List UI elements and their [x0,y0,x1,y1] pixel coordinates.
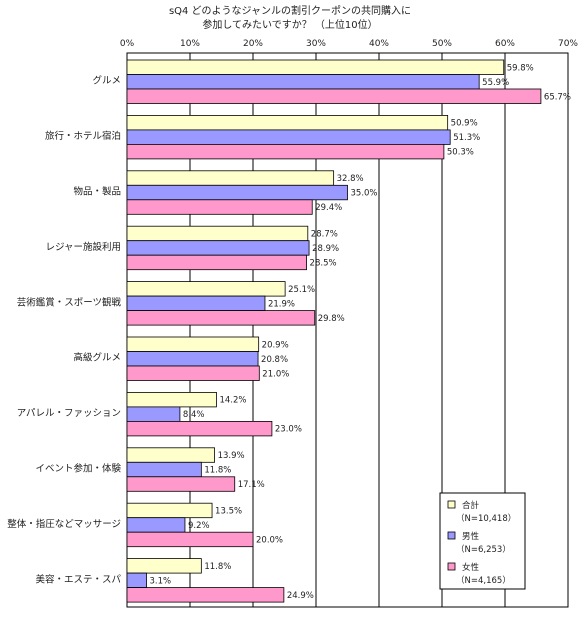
data-label: 55.9% [482,78,509,88]
data-label: 20.0% [256,535,283,545]
bar-male [126,351,259,367]
bar-total [126,558,202,574]
bar-female [126,420,273,437]
x-tick-label: 70% [558,39,578,49]
bar-male [126,184,348,201]
category-label: 物品・製品 [73,186,121,198]
data-label: 51.3% [453,133,480,143]
bar-female [126,199,313,215]
x-tick-label: 40% [369,39,389,49]
legend-swatch [447,562,456,571]
bar-total [126,225,309,242]
legend-series-sample: （N=10,418） [456,513,516,524]
data-label: 3.1% [150,576,172,586]
category-label: アパレル・ファッション [17,408,121,419]
data-label: 35.0% [351,189,378,199]
data-label: 13.5% [215,506,242,516]
data-label: 8.4% [183,410,205,420]
category-label: 旅行・ホテル宿泊 [45,130,121,142]
data-label: 24.9% [287,591,314,601]
data-label: 20.9% [262,340,289,350]
bar-male [126,517,186,533]
bar-total [126,502,213,519]
bar-total [126,170,335,186]
x-tick-label: 60% [495,39,515,49]
legend-swatch [447,531,456,540]
bar-male [126,74,480,90]
category-label: グルメ [92,75,121,87]
category-label: レジャー施設利用 [45,241,121,253]
legend-series-sample: （N=4,165） [456,575,511,586]
data-label: 25.1% [288,285,315,295]
bar-male [126,461,202,478]
plot-area [126,52,569,608]
legend-series-name: 合計 [462,500,480,511]
bar-female [126,587,285,603]
x-tick-label: 10% [180,39,200,49]
data-label: 11.8% [204,562,231,572]
data-label: 13.9% [218,451,245,461]
legend-series-name: 男性 [462,531,480,542]
data-label: 14.2% [219,396,246,406]
data-label: 28.5% [310,258,337,268]
bar-female [126,143,445,160]
category-label: イベント参加・体験 [35,463,121,475]
data-label: 28.9% [312,244,339,254]
x-tick-label: 20% [243,39,263,49]
legend [439,492,526,590]
bar-total [126,115,449,131]
data-label: 23.0% [275,425,302,435]
bar-total [126,391,217,408]
data-label: 28.7% [311,229,338,239]
bar-female [126,254,307,271]
category-label: 整体・指圧などマッサージ [7,518,121,530]
bar-male [126,406,181,422]
bar-total [126,447,215,463]
category-label: 美容・エステ・スパ [35,573,121,585]
bar-total [126,59,505,75]
category-label: 芸術鑑賞・スポーツ観戦 [17,296,122,308]
data-label: 29.8% [318,314,345,324]
bar-male [126,129,451,145]
data-label: 29.4% [315,203,342,213]
data-label: 20.8% [261,355,288,365]
bar-male [126,295,266,312]
data-label: 21.9% [268,299,295,309]
data-label: 32.8% [337,174,364,184]
bar-total [126,336,260,352]
bar-male [126,240,310,256]
bar-total [126,281,286,297]
bar-female [126,365,260,381]
legend-series-name: 女性 [462,562,480,573]
x-tick-label: 0% [120,39,135,49]
data-label: 50.9% [451,119,478,129]
category-label: 高級グルメ [73,352,121,364]
bar-female [126,88,542,104]
data-label: 17.1% [238,480,265,490]
data-label: 59.8% [507,63,534,73]
data-label: 9.2% [188,521,210,531]
legend-swatch [447,500,456,509]
x-tick-label: 50% [432,39,452,49]
bar-female [126,310,316,326]
data-label: 21.0% [262,369,289,379]
data-label: 65.7% [544,92,571,102]
data-label: 50.3% [447,148,474,158]
chart-title-line-1: sQ4 どのようなジャンルの割引クーポンの共同購入に [169,4,411,17]
bar-female [126,531,254,548]
chart-title-line-2: 参加してみたいですか？ （上位10位） [202,18,377,31]
bar-male [126,572,147,588]
bar-female [126,476,236,492]
data-label: 11.8% [204,466,231,476]
legend-series-sample: （N=6,253） [456,544,511,555]
x-tick-label: 30% [306,39,326,49]
